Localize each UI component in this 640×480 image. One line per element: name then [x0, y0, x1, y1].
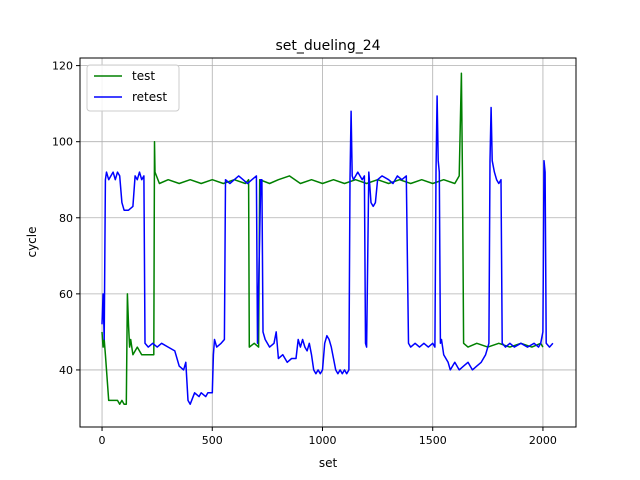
series-line-retest [101, 95, 554, 405]
y-tick-label: 40 [59, 364, 73, 377]
chart-title: set_dueling_24 [275, 38, 380, 54]
series-line-test [101, 72, 544, 405]
x-tick-label: 1500 [419, 434, 447, 447]
y-axis: 40 60 80 100 120 [52, 60, 80, 377]
x-axis-label: set [319, 456, 338, 470]
x-tick-label: 2000 [529, 434, 557, 447]
x-tick-label: 500 [202, 434, 223, 447]
plot-area-frame [79, 57, 577, 428]
x-tick-label: 1000 [308, 434, 336, 447]
y-tick-label: 80 [59, 212, 73, 225]
y-tick-label: 120 [52, 60, 73, 73]
x-tick-label: 0 [99, 434, 106, 447]
legend: test retest [86, 64, 180, 112]
y-axis-label: cycle [25, 226, 39, 257]
legend-test-label: test [132, 69, 155, 83]
x-axis: 0 500 1000 1500 2000 [99, 427, 557, 447]
legend-retest-label: retest [132, 90, 167, 104]
y-tick-label: 60 [59, 288, 73, 301]
y-tick-label: 100 [52, 136, 73, 149]
plot-series [101, 72, 554, 405]
